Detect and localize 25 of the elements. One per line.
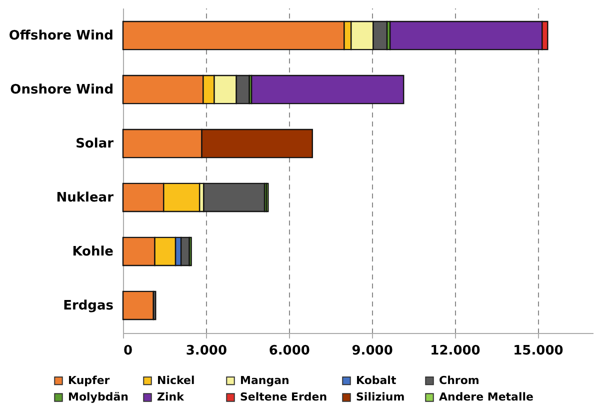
x-tick-label: 12.000 [430, 344, 480, 358]
y-tick-label: Kohle [72, 244, 114, 260]
legend-label: Zink [157, 390, 185, 404]
y-tick-label: Onshore Wind [10, 82, 114, 98]
legend-label: Silizium [356, 390, 405, 404]
legend-label: Andere Metalle [439, 390, 534, 404]
x-tick-label: 6.000 [268, 344, 310, 358]
y-tick-label: Solar [76, 136, 114, 152]
x-tick-label: 3.000 [186, 344, 228, 358]
legend-label: Nickel [157, 374, 195, 387]
legend-label: Kobalt [356, 374, 396, 387]
x-tick-label: 0 [124, 344, 133, 358]
legend-label: Chrom [439, 374, 480, 387]
legend-label: Kupfer [68, 374, 110, 387]
legend-label: Molybdän [68, 390, 128, 404]
x-tick-label: 15.000 [513, 344, 564, 358]
y-tick-label: Erdgas [63, 298, 114, 314]
x-tick-label: 9.000 [352, 344, 393, 358]
legend-label: Mangan [240, 374, 290, 387]
legend-label: Seltene Erden [240, 390, 328, 404]
bar [122, 290, 154, 320]
bar [250, 74, 404, 104]
y-tick-label: Offshore Wind [8, 28, 114, 44]
bar [203, 182, 266, 212]
y-tick-label: Nuklear [56, 190, 114, 206]
